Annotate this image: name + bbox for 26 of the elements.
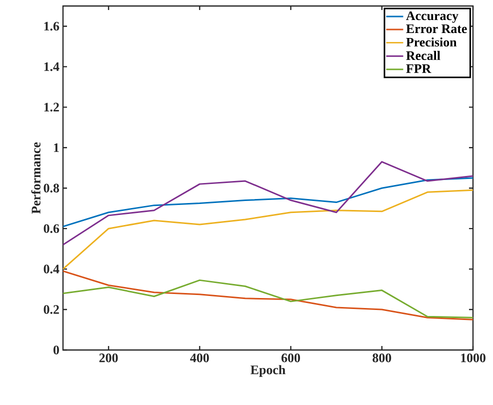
line-series (63, 161, 473, 246)
x-tick-label: 400 (190, 354, 209, 362)
y-tick-label: 0 (54, 346, 59, 354)
line-series (63, 177, 473, 228)
legend-label: Recall (406, 50, 440, 60)
x-tick-label: 1000 (461, 354, 486, 362)
y-tick-label: 1 (54, 143, 59, 152)
line-series (63, 270, 473, 320)
legend-label: Accuracy (406, 11, 458, 23)
line-series (63, 189, 473, 270)
x-tick-label: 600 (282, 354, 300, 362)
y-tick-label: 0.8 (44, 184, 60, 193)
line-series (63, 279, 473, 318)
legend-label: FPR (406, 64, 432, 73)
y-tick-label: 1.6 (44, 22, 60, 31)
legend-label: Error Rate (406, 24, 467, 34)
x-axis-title: Epoch (250, 365, 286, 377)
x-tick-label: 200 (99, 354, 118, 362)
x-tick-label: 800 (372, 354, 392, 362)
y-tick-label: 1.4 (44, 62, 60, 72)
y-tick-label: 0.4 (44, 264, 60, 274)
legend-label: Precision (406, 37, 457, 47)
y-tick-label: 0.2 (44, 305, 59, 314)
y-tick-label: 0.6 (44, 224, 60, 233)
y-tick-label: 1.2 (44, 102, 59, 112)
y-axis-title: Performance (31, 142, 40, 214)
